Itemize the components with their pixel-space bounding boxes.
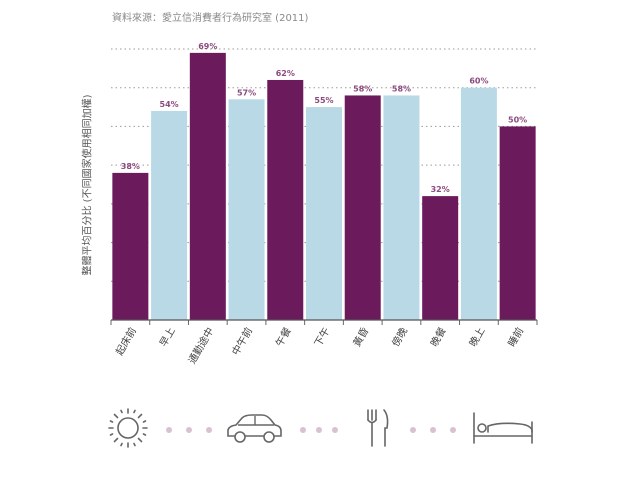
data-label: 69% — [198, 42, 217, 51]
data-label: 32% — [431, 185, 450, 194]
bar — [189, 52, 226, 320]
data-label: 58% — [353, 84, 372, 93]
timeline-dot — [206, 427, 212, 433]
bar — [228, 99, 265, 320]
x-tick-label: 中午前 — [229, 325, 255, 357]
x-tick-label: 午餐 — [273, 325, 294, 349]
bar — [422, 196, 459, 320]
sun-icon — [108, 408, 148, 448]
bar-chart: 38% 起床前 54% 早上 69% 通勤途中 57% 中午前 62% 午餐 55% 下午 58% 黃昏 5… — [110, 42, 538, 366]
car-icon — [227, 414, 282, 443]
data-label: 38% — [121, 162, 140, 171]
x-tick-label: 睡前 — [505, 325, 526, 349]
bar — [112, 172, 149, 320]
bar — [499, 126, 536, 320]
x-tick-label: 通勤途中 — [185, 325, 216, 366]
timeline-dot — [186, 427, 192, 433]
timeline-dot — [300, 427, 306, 433]
bar — [460, 87, 497, 320]
bar — [267, 79, 304, 320]
x-tick-label: 黃昏 — [350, 325, 371, 349]
timeline-icons — [0, 400, 621, 460]
bed-icon — [473, 412, 533, 444]
x-tick-label: 晚上 — [467, 326, 487, 349]
data-label: 55% — [314, 96, 333, 105]
x-tick-label: 傍晚 — [389, 325, 410, 349]
timeline-dot — [332, 427, 338, 433]
bar — [151, 110, 188, 320]
timeline-dot — [430, 427, 436, 433]
timeline-dot — [450, 427, 456, 433]
data-label: 58% — [392, 84, 411, 93]
bar — [344, 95, 381, 320]
data-label: 60% — [469, 77, 488, 86]
bar — [306, 107, 342, 320]
data-label: 62% — [276, 69, 295, 78]
source-note: 資料來源：愛立信消費者行為研究室 (2011) — [112, 13, 309, 24]
x-tick-label: 晚餐 — [428, 325, 449, 349]
timeline-dot — [316, 427, 322, 433]
data-label: 57% — [237, 88, 256, 97]
x-tick-label: 早上 — [157, 326, 177, 349]
data-label: 50% — [508, 115, 527, 124]
x-tick-label: 下午 — [311, 325, 332, 349]
data-label: 54% — [160, 100, 179, 109]
bar — [383, 95, 420, 320]
fork-knife-icon — [367, 409, 389, 447]
x-tick-label: 起床前 — [113, 325, 139, 357]
timeline-dot — [410, 427, 416, 433]
timeline-dot — [166, 427, 172, 433]
